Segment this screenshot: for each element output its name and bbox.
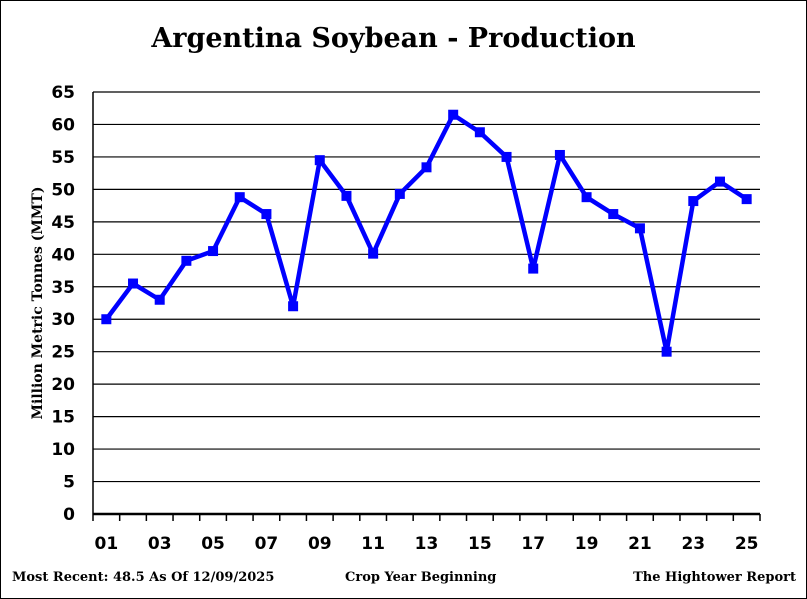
data-point-07 [261, 209, 272, 220]
axes [92, 92, 761, 521]
x-tick-13: 13 [415, 534, 439, 554]
chart-title: Argentina Soybean - Production [151, 23, 636, 54]
source-note: The Hightower Report [633, 570, 796, 585]
x-tick-05: 05 [201, 534, 225, 554]
y-tick-25: 25 [51, 343, 75, 363]
y-tick-65: 65 [51, 83, 75, 103]
y-tick-55: 55 [51, 148, 75, 168]
data-point-25 [741, 194, 752, 205]
data-point-22 [661, 346, 672, 357]
y-tick-45: 45 [51, 213, 75, 233]
y-tick-10: 10 [51, 440, 75, 460]
x-tick-19: 19 [575, 534, 599, 554]
x-tick-01: 01 [95, 534, 119, 554]
most-recent-note: Most Recent: 48.5 As Of 12/09/2025 [12, 570, 275, 585]
x-tick-09: 09 [308, 534, 332, 554]
x-tick-25: 25 [735, 534, 759, 554]
x-tick-21: 21 [628, 534, 652, 554]
data-point-20 [608, 209, 619, 220]
x-tick-03: 03 [148, 534, 172, 554]
data-point-14 [448, 109, 459, 120]
data-point-06 [234, 192, 245, 203]
data-point-11 [368, 248, 379, 259]
y-tick-35: 35 [51, 278, 75, 298]
data-point-04 [181, 255, 192, 266]
data-point-10 [341, 190, 352, 201]
y-tick-50: 50 [51, 180, 75, 200]
data-point-08 [288, 301, 299, 312]
data-point-23 [688, 196, 699, 207]
y-axis-label: Million Metric Tonnes (MMT) [30, 187, 46, 420]
data-point-21 [634, 223, 645, 234]
data-point-17 [528, 263, 539, 274]
data-point-01 [101, 314, 112, 325]
x-tick-23: 23 [681, 534, 705, 554]
x-tick-15: 15 [468, 534, 492, 554]
data-point-24 [714, 176, 725, 187]
y-tick-20: 20 [51, 375, 75, 395]
data-point-12 [394, 188, 405, 199]
gridlines [93, 91, 760, 483]
data-point-09 [314, 155, 325, 166]
y-tick-60: 60 [51, 115, 75, 135]
x-tick-labels: 01 03 05 07 09 11 13 15 17 19 21 23 25 [95, 534, 759, 554]
x-axis-label: Crop Year Beginning [345, 570, 497, 585]
y-tick-15: 15 [51, 408, 75, 428]
data-point-19 [581, 192, 592, 203]
series-production [101, 109, 752, 357]
data-point-05 [208, 246, 219, 257]
data-point-02 [128, 278, 139, 289]
data-point-03 [154, 294, 165, 305]
y-tick-40: 40 [51, 245, 75, 265]
y-tick-0: 0 [63, 505, 75, 525]
y-tick-5: 5 [63, 473, 75, 493]
data-point-16 [501, 151, 512, 162]
y-tick-30: 30 [51, 310, 75, 330]
x-tick-07: 07 [255, 534, 279, 554]
data-point-13 [421, 162, 432, 173]
data-point-18 [554, 149, 565, 160]
series-line [104, 112, 749, 354]
data-point-15 [474, 127, 485, 138]
x-tick-17: 17 [521, 534, 545, 554]
y-tick-labels: 0 5 10 15 20 25 30 35 40 45 50 55 60 65 [51, 83, 75, 525]
x-tick-11: 11 [361, 534, 385, 554]
